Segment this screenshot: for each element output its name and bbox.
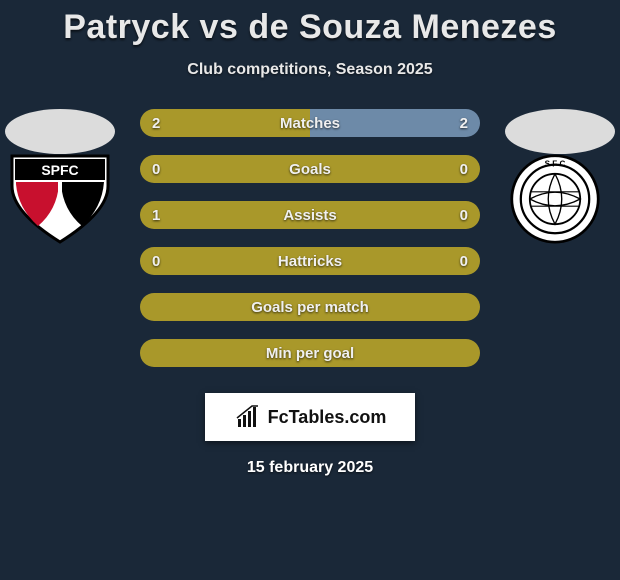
- stat-value-right: 0: [448, 155, 480, 183]
- stat-row-goals-per-match: Goals per match: [140, 293, 480, 321]
- stat-bar-left: [140, 201, 480, 229]
- watermark: FcTables.com: [205, 393, 415, 441]
- watermark-text: FcTables.com: [268, 407, 387, 428]
- player-right-club-badge: S F C: [510, 154, 610, 254]
- stat-row-assists: 10Assists: [140, 201, 480, 229]
- stat-bar-left: [140, 293, 480, 321]
- stat-bars-container: 22Matches00Goals10Assists00HattricksGoal…: [140, 109, 480, 367]
- stat-value-left: 0: [140, 155, 172, 183]
- player-left-column: SPFC: [0, 109, 120, 254]
- player-right-column: S F C: [500, 109, 620, 254]
- stat-value-right: 2: [448, 109, 480, 137]
- svg-text:S F C: S F C: [545, 160, 566, 169]
- player-right-silhouette: [505, 109, 615, 154]
- comparison-subtitle: Club competitions, Season 2025: [0, 61, 620, 79]
- player-left-club-badge: SPFC: [10, 154, 110, 254]
- stat-bar-left: [140, 155, 480, 183]
- snapshot-date: 15 february 2025: [0, 459, 620, 477]
- stat-row-goals: 00Goals: [140, 155, 480, 183]
- svg-text:SPFC: SPFC: [41, 162, 78, 178]
- stat-bar-left: [140, 247, 480, 275]
- stat-value-right: 0: [448, 247, 480, 275]
- comparison-title: Patryck vs de Souza Menezes: [0, 0, 620, 47]
- stat-value-left: 1: [140, 201, 172, 229]
- stat-bar-left: [140, 339, 480, 367]
- stat-value-left: 0: [140, 247, 172, 275]
- player-left-silhouette: [5, 109, 115, 154]
- stat-row-matches: 22Matches: [140, 109, 480, 137]
- chart-icon: [234, 405, 262, 429]
- comparison-body: SPFC S F C 2: [0, 109, 620, 367]
- stat-row-hattricks: 00Hattricks: [140, 247, 480, 275]
- stat-value-left: 2: [140, 109, 172, 137]
- stat-row-min-per-goal: Min per goal: [140, 339, 480, 367]
- stat-value-right: 0: [448, 201, 480, 229]
